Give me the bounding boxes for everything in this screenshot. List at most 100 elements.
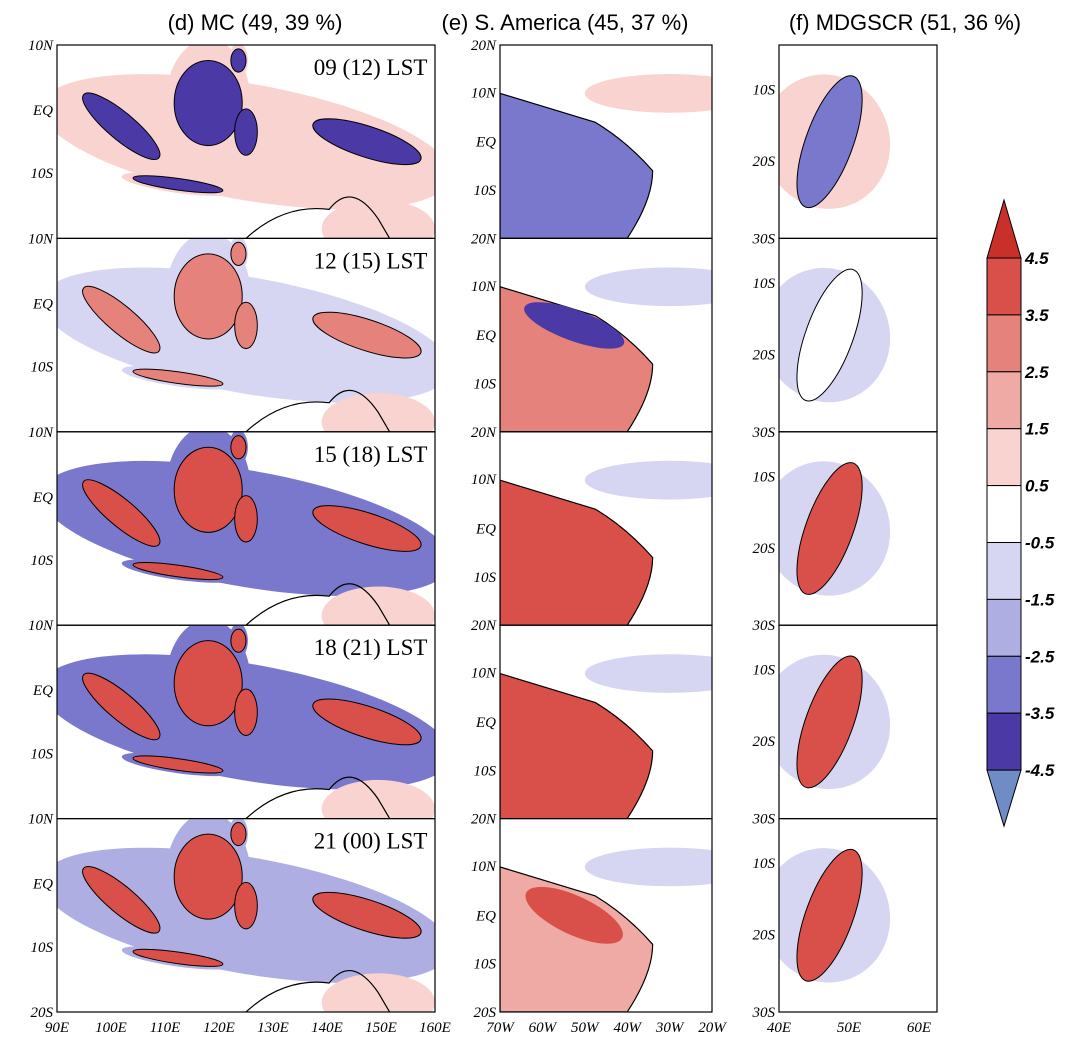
colorbar-label: 2.5	[1024, 363, 1049, 382]
y-tick-label: 30S	[752, 425, 776, 441]
y-tick-label: 10N	[28, 425, 54, 441]
x-tick-label: 40W	[613, 1020, 642, 1036]
y-tick-label: EQ	[32, 877, 53, 893]
colorbar-label: 0.5	[1025, 477, 1049, 496]
panel-title: (e) S. America (45, 37 %)	[442, 10, 689, 35]
time-box	[276, 437, 432, 470]
y-tick-label: 30S	[752, 618, 776, 634]
y-tick-label: 20N	[471, 425, 497, 441]
y-tick-label: 20S	[31, 1005, 54, 1021]
y-tick-label: EQ	[32, 490, 53, 506]
field	[796, 655, 863, 789]
field	[132, 948, 224, 967]
panel-frame	[56, 817, 436, 1013]
field	[173, 446, 243, 533]
coast	[245, 389, 391, 432]
field	[796, 462, 863, 595]
field	[132, 562, 224, 581]
map	[500, 847, 712, 1012]
colorbar-label: 1.5	[1025, 420, 1049, 439]
map	[57, 45, 435, 239]
colorbar-box	[986, 598, 1022, 657]
time-label: 15 (18) LST	[314, 442, 428, 467]
x-tick-label: 150E	[365, 1020, 397, 1036]
field	[82, 92, 161, 160]
map	[500, 267, 712, 432]
y-tick-label: 10S	[31, 360, 54, 376]
y-tick-label: 20S	[753, 928, 776, 944]
coast	[245, 196, 391, 239]
map	[779, 461, 891, 596]
y-tick-label: EQ	[475, 328, 496, 344]
map	[57, 238, 435, 432]
y-tick-label: 10S	[474, 763, 497, 779]
y-tick-label: EQ	[475, 908, 496, 924]
y-tick-label: 10N	[471, 666, 497, 682]
field	[584, 847, 712, 887]
y-tick-label: 30S	[752, 812, 776, 828]
panel-frame	[499, 817, 713, 1013]
field	[312, 891, 422, 939]
colorbar-box	[986, 428, 1022, 487]
field	[173, 833, 243, 920]
field	[234, 108, 258, 156]
land	[500, 866, 654, 1012]
field	[525, 886, 623, 944]
time-box	[276, 631, 432, 664]
x-tick-label: 40E	[767, 1020, 791, 1036]
y-tick-label: 10N	[28, 231, 54, 247]
coast	[245, 969, 391, 1012]
panel-title: (d) MC (49, 39 %)	[168, 10, 343, 35]
y-tick-label: 10S	[474, 570, 497, 586]
map	[779, 74, 891, 209]
colorbar-label: -3.5	[1025, 704, 1055, 723]
y-tick-label: 10N	[471, 472, 497, 488]
field	[234, 495, 258, 543]
panel-title: (f) MDGSCR (51, 36 %)	[789, 10, 1021, 35]
colorbar-box	[986, 485, 1022, 544]
land	[500, 286, 654, 432]
field	[584, 654, 712, 693]
colorbar-box	[986, 371, 1022, 430]
colorbar-label: 4.5	[1024, 249, 1049, 268]
y-tick-label: 10N	[471, 279, 497, 295]
coast	[245, 776, 391, 819]
field	[234, 301, 258, 350]
land	[500, 479, 654, 626]
map	[779, 267, 891, 403]
y-tick-label: 10S	[753, 663, 776, 679]
time-box	[276, 51, 432, 83]
field	[82, 866, 161, 934]
colorbar-box	[986, 314, 1022, 373]
y-tick-label: EQ	[32, 683, 53, 699]
x-tick-label: 50E	[837, 1020, 861, 1036]
field	[796, 75, 863, 209]
colorbar-label: -0.5	[1025, 534, 1055, 553]
colorbar-box	[986, 542, 1022, 600]
y-tick-label: EQ	[475, 522, 496, 538]
y-tick-label: 10N	[471, 859, 497, 875]
y-tick-label: 10S	[31, 940, 54, 956]
time-label: 12 (15) LST	[314, 248, 428, 273]
map	[57, 818, 435, 1012]
land	[500, 672, 654, 819]
map	[500, 460, 712, 626]
map	[500, 74, 712, 239]
y-tick-label: 10S	[474, 183, 497, 199]
field	[230, 628, 247, 653]
map	[57, 625, 435, 819]
x-tick-label: 60E	[907, 1020, 931, 1036]
map	[779, 654, 891, 790]
y-tick-label: 20S	[753, 347, 776, 363]
y-tick-label: 20N	[471, 38, 497, 54]
colorbar-box	[986, 655, 1022, 714]
y-tick-label: 20S	[474, 1005, 497, 1021]
y-tick-label: 20N	[471, 231, 497, 247]
x-tick-label: 140E	[311, 1020, 343, 1036]
field	[82, 672, 161, 741]
y-tick-label: 20S	[753, 154, 776, 170]
y-tick-label: 30S	[752, 231, 776, 247]
x-tick-label: 90E	[45, 1020, 69, 1036]
x-tick-label: 100E	[95, 1020, 127, 1036]
